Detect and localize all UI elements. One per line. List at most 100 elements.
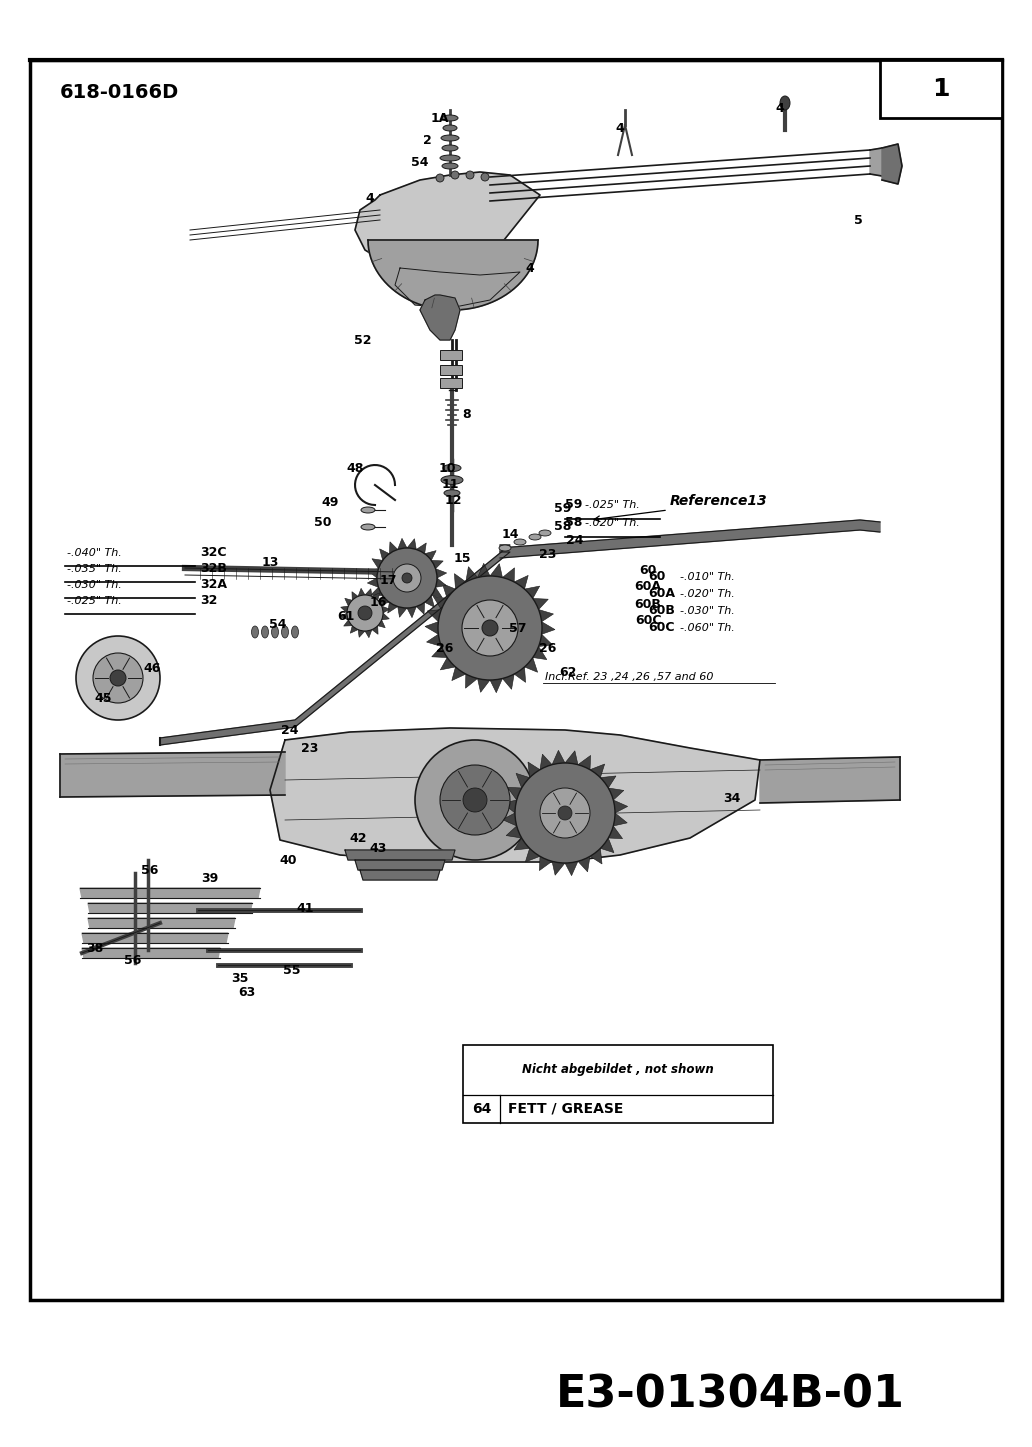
Text: 1A: 1A	[430, 111, 449, 124]
Text: 23: 23	[540, 547, 556, 560]
Polygon shape	[578, 755, 590, 770]
Polygon shape	[490, 564, 503, 577]
Polygon shape	[397, 606, 407, 618]
Polygon shape	[870, 148, 882, 177]
Polygon shape	[360, 870, 440, 880]
Text: 32: 32	[200, 595, 218, 606]
Text: 60C: 60C	[635, 615, 662, 628]
Text: -.020" Th.: -.020" Th.	[585, 518, 640, 528]
Polygon shape	[608, 826, 622, 839]
Text: -.040" Th.: -.040" Th.	[67, 548, 122, 559]
Circle shape	[438, 576, 542, 680]
Text: 40: 40	[280, 854, 297, 867]
Polygon shape	[760, 757, 900, 803]
Bar	[463, 1045, 773, 1123]
Text: 58: 58	[554, 519, 572, 532]
Polygon shape	[270, 728, 760, 862]
Text: 56: 56	[124, 954, 141, 967]
Text: -.025" Th.: -.025" Th.	[585, 501, 640, 509]
Polygon shape	[407, 606, 416, 618]
Ellipse shape	[271, 627, 279, 638]
Text: -.010" Th.: -.010" Th.	[680, 572, 735, 582]
Text: 32A: 32A	[200, 577, 227, 590]
Ellipse shape	[361, 524, 375, 530]
Polygon shape	[372, 593, 380, 601]
Polygon shape	[514, 838, 529, 849]
Text: Incl.Ref. 23 ,24 ,26 ,57 and 60: Incl.Ref. 23 ,24 ,26 ,57 and 60	[545, 671, 713, 682]
Polygon shape	[478, 679, 490, 692]
Ellipse shape	[442, 114, 458, 122]
Text: 24: 24	[282, 724, 298, 737]
Polygon shape	[416, 543, 426, 554]
Text: -.060" Th.: -.060" Th.	[680, 624, 735, 632]
Text: 59: 59	[565, 498, 582, 511]
Polygon shape	[503, 813, 517, 826]
Text: 32C: 32C	[200, 546, 226, 559]
Ellipse shape	[440, 155, 460, 161]
Text: 58: 58	[565, 517, 582, 530]
Text: 35: 35	[231, 971, 249, 984]
Polygon shape	[382, 606, 390, 614]
Circle shape	[463, 789, 487, 812]
Polygon shape	[490, 679, 503, 693]
Polygon shape	[441, 657, 455, 670]
Polygon shape	[372, 559, 383, 569]
Polygon shape	[368, 240, 538, 310]
Ellipse shape	[514, 538, 526, 546]
Circle shape	[358, 606, 372, 619]
Ellipse shape	[539, 530, 551, 535]
Text: 4: 4	[616, 122, 624, 135]
Ellipse shape	[291, 627, 298, 638]
Polygon shape	[378, 596, 389, 605]
Text: 26: 26	[540, 641, 556, 654]
Polygon shape	[613, 813, 627, 826]
Ellipse shape	[361, 506, 375, 514]
Polygon shape	[608, 789, 623, 800]
Text: 60B: 60B	[648, 603, 675, 616]
Text: 42: 42	[349, 832, 366, 845]
Polygon shape	[160, 546, 510, 745]
Bar	[440, 378, 462, 388]
Circle shape	[436, 174, 444, 182]
Polygon shape	[590, 848, 602, 864]
Polygon shape	[344, 619, 352, 627]
Ellipse shape	[442, 145, 458, 150]
Text: 8: 8	[462, 408, 472, 421]
Ellipse shape	[529, 534, 541, 540]
Text: -.035" Th.: -.035" Th.	[67, 564, 122, 574]
Polygon shape	[514, 667, 525, 683]
Polygon shape	[565, 861, 578, 875]
Polygon shape	[88, 917, 235, 928]
Text: 5: 5	[853, 214, 863, 227]
Polygon shape	[388, 602, 397, 614]
Polygon shape	[82, 933, 228, 943]
Text: 32B: 32B	[200, 561, 227, 574]
Text: 60A: 60A	[648, 587, 675, 601]
Ellipse shape	[441, 476, 463, 485]
Polygon shape	[539, 634, 553, 647]
Polygon shape	[524, 586, 540, 599]
Circle shape	[393, 564, 421, 592]
Polygon shape	[503, 800, 517, 813]
Text: 16: 16	[369, 596, 387, 609]
Text: 60B: 60B	[635, 598, 662, 611]
Polygon shape	[370, 587, 383, 596]
Polygon shape	[425, 622, 439, 634]
Polygon shape	[352, 592, 358, 601]
Polygon shape	[540, 857, 552, 871]
Text: 39: 39	[201, 871, 219, 884]
Polygon shape	[533, 647, 547, 660]
Polygon shape	[431, 587, 442, 598]
Polygon shape	[542, 622, 555, 634]
Polygon shape	[372, 625, 378, 634]
Polygon shape	[426, 634, 442, 647]
Text: -.030" Th.: -.030" Th.	[680, 606, 735, 616]
Text: 60A: 60A	[635, 580, 662, 593]
Polygon shape	[465, 567, 478, 582]
Polygon shape	[382, 614, 389, 619]
Polygon shape	[499, 519, 880, 559]
Polygon shape	[503, 674, 514, 689]
Text: 14: 14	[502, 528, 519, 541]
Polygon shape	[367, 577, 379, 587]
Polygon shape	[380, 548, 389, 560]
